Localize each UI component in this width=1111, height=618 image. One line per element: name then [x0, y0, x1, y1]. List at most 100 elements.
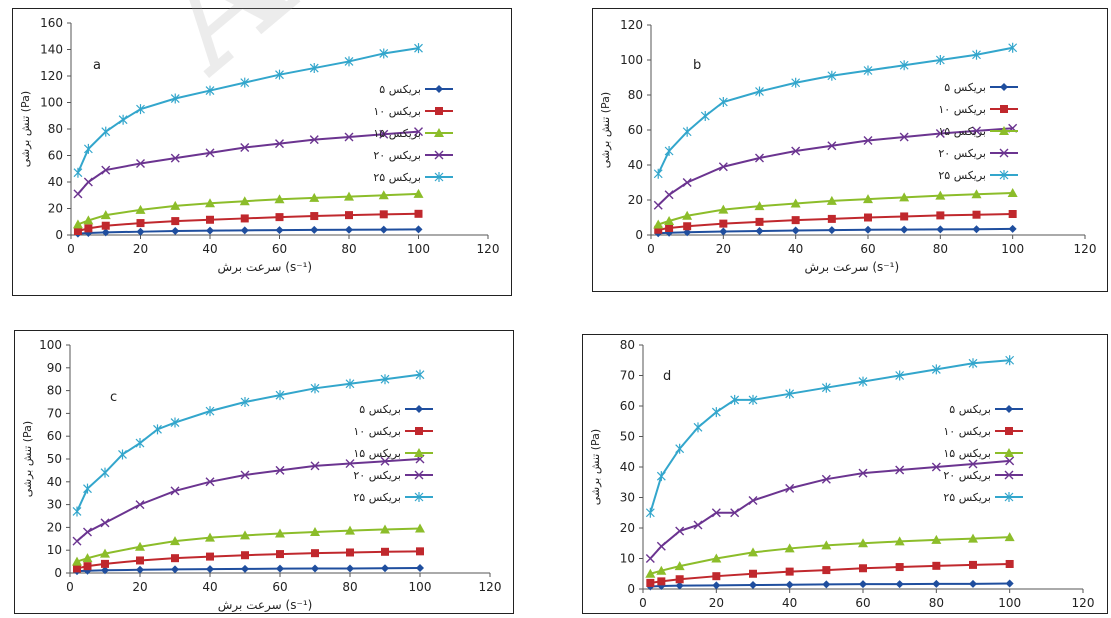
legend-swatch-marker: [1000, 83, 1008, 91]
data-point: [170, 153, 180, 163]
legend-label: بریکس ۵: [359, 403, 401, 416]
series-3: [653, 188, 1018, 229]
y-tick-label: 70: [620, 369, 635, 383]
data-point: [309, 135, 319, 145]
data-point: [241, 564, 249, 573]
data-point: [969, 579, 977, 588]
legend-item: بریکس ۱۰: [353, 425, 433, 438]
legend-label: بریکس ۲۵: [353, 491, 401, 504]
data-point: [135, 500, 145, 510]
data-point: [101, 126, 111, 137]
series-line: [649, 459, 1010, 560]
data-point: [118, 449, 127, 460]
legend: بریکس ۵ بریکس ۱۰ بریکس ۱۵ بریکس ۲۰ بریکس ۲۵: [943, 403, 1023, 504]
y-tick-label: 70: [47, 406, 62, 420]
legend-label: بریکس ۲۰: [943, 469, 991, 482]
data-point: [931, 462, 941, 472]
data-point: [711, 508, 721, 518]
data-point: [415, 369, 425, 380]
chart-panel-a: 0 20 40 60 80 100 120 140 160 0 20 40 60 80 100 120 سرعت…: [12, 8, 512, 296]
legend-item: بریکس ۲۵: [373, 171, 453, 184]
data-point: [730, 508, 740, 518]
y-tick-label: 40: [48, 175, 63, 189]
y-tick-label: 160: [40, 16, 63, 30]
y-tick-label: 30: [620, 491, 635, 505]
series-1: [646, 579, 1014, 591]
legend-swatch-marker: [1005, 427, 1013, 435]
legend-label: بریکس ۲۰: [373, 149, 421, 162]
series-3: [72, 188, 424, 229]
x-tick-label: 0: [67, 242, 75, 256]
data-point: [971, 189, 982, 199]
data-point: [276, 564, 284, 573]
series-3: [72, 523, 425, 566]
data-point: [83, 143, 93, 154]
data-point: [310, 526, 320, 536]
series-line: [657, 127, 1013, 206]
y-tick-label: 30: [47, 498, 62, 512]
data-point: [239, 196, 250, 206]
x-tick-label: 80: [341, 242, 356, 256]
data-point: [749, 581, 757, 590]
data-point: [675, 526, 685, 536]
y-tick-label: 0: [627, 582, 635, 596]
data-point: [968, 533, 978, 543]
legend-swatch-marker: [435, 85, 443, 93]
data-point: [748, 394, 758, 405]
data-point: [205, 85, 215, 96]
y-tick-label: 140: [40, 43, 63, 57]
data-point: [718, 162, 728, 172]
y-tick-label: 50: [47, 452, 62, 466]
data-point: [73, 564, 81, 573]
data-point: [274, 194, 285, 204]
data-point: [931, 534, 942, 544]
data-point: [380, 524, 390, 534]
data-point: [83, 177, 93, 187]
data-point: [972, 225, 981, 234]
data-point: [416, 547, 424, 556]
x-tick-label: 40: [202, 242, 217, 256]
legend-swatch-marker: [434, 128, 444, 137]
data-point: [693, 422, 703, 433]
series-5: [72, 369, 425, 517]
series-line: [77, 47, 419, 174]
legend-item: بریکس ۱۵: [943, 447, 1023, 460]
data-point: [73, 167, 83, 178]
y-tick-label: 100: [39, 338, 62, 352]
panel-label: d: [663, 369, 671, 384]
legend-item: بریکس ۲۰: [938, 147, 1018, 160]
data-point: [730, 394, 740, 405]
y-tick-label: 20: [47, 520, 62, 534]
data-point: [972, 126, 981, 136]
series-2: [73, 547, 424, 573]
data-point: [276, 550, 284, 559]
data-point: [718, 204, 729, 214]
data-point: [863, 194, 873, 204]
panel-label: a: [93, 58, 101, 73]
panel-label: b: [693, 58, 701, 73]
legend-item: بریکس ۲۵: [943, 491, 1023, 504]
data-point: [83, 483, 92, 494]
legend-item: بریکس ۲۰: [373, 149, 453, 162]
data-point: [311, 564, 319, 573]
series-5: [645, 355, 1015, 518]
data-point: [72, 219, 83, 229]
data-point: [136, 227, 145, 236]
legend-item: بریکس ۱۰: [943, 425, 1023, 438]
series-line: [76, 458, 421, 542]
data-point: [895, 563, 904, 572]
y-tick-label: 100: [40, 96, 63, 110]
series-2: [646, 559, 1014, 587]
data-point: [785, 567, 794, 576]
data-point: [791, 216, 800, 225]
series-2: [73, 209, 423, 236]
data-point: [101, 221, 110, 230]
data-point: [346, 564, 354, 573]
x-tick-label: 100: [407, 242, 430, 256]
y-tick-label: 60: [620, 399, 635, 413]
data-point: [309, 63, 319, 74]
x-axis-label: سرعت برش (s⁻¹): [805, 260, 900, 275]
data-point: [136, 556, 144, 565]
data-point: [205, 406, 215, 417]
x-axis-label: سرعت برش (s⁻¹): [217, 260, 312, 275]
